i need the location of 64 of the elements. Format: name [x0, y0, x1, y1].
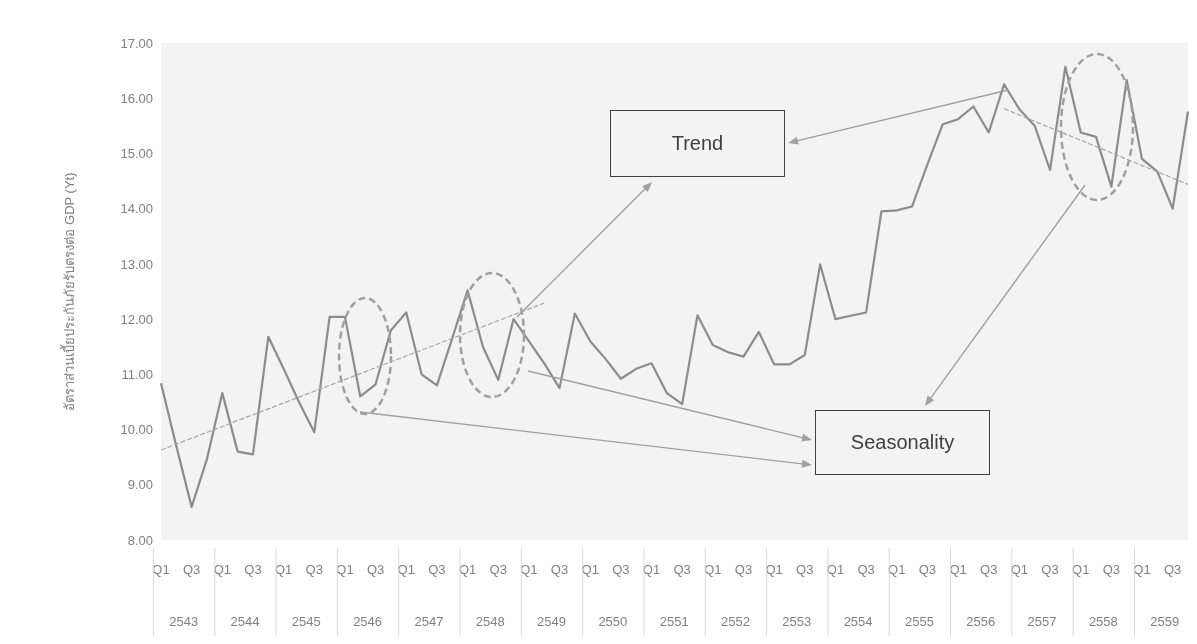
x-tick-label: Q3 [734, 562, 753, 577]
x-tick-label: Q3 [1102, 562, 1121, 577]
text: 2546 [353, 614, 383, 629]
x-tick-label: Q3 [1041, 562, 1059, 577]
x-tick-label: Q1 [704, 562, 722, 577]
y-tick-label: 11.00 [121, 366, 153, 382]
text: 2548 [475, 614, 505, 629]
x-tick-label: Q3 [796, 562, 814, 577]
x-tick-label: Q3 [918, 562, 937, 577]
text: 2558 [1088, 614, 1118, 629]
x-tick-label: Q1 [1133, 562, 1151, 577]
x-tick-label: Q3 [550, 562, 569, 577]
x-tick-label: Q1 [213, 562, 231, 577]
text: 2555 [904, 614, 934, 629]
text: 2544 [230, 614, 260, 629]
x-tick-label: Q1 [397, 562, 415, 577]
text: 2553 [782, 614, 812, 629]
x-tick-label: Q3 [305, 562, 323, 577]
y-tick-label: 15.00 [120, 146, 153, 162]
text: 2551 [659, 614, 689, 629]
x-tick-label: Q1 [765, 562, 783, 577]
x-tick-label: Q1 [1072, 562, 1090, 577]
y-tick-label: 17.00 [120, 35, 153, 51]
x-tick-label: Q3 [857, 562, 875, 577]
x-tick-label: Q3 [489, 562, 507, 577]
y-tick-label: 8.00 [127, 532, 153, 548]
annotation: Trend [610, 110, 785, 177]
x-tick-label: Q1 [520, 562, 538, 577]
annotation: Seasonality [815, 410, 990, 475]
text: 2547 [414, 614, 444, 629]
x-tick-label: Q3 [428, 562, 446, 577]
text: 2552 [721, 614, 750, 629]
x-tick-label: Q1 [888, 562, 906, 577]
x-tick-label: Q3 [1164, 562, 1182, 577]
y-tick-label: 12.00 [120, 311, 153, 327]
x-tick-label: Q1 [336, 562, 354, 577]
y-tick-label: 16.00 [120, 90, 153, 106]
x-tick-label: Q1 [274, 562, 293, 577]
text: 2556 [966, 614, 996, 629]
x-tick-label: Q1 [1010, 562, 1029, 577]
x-tick-label: Q3 [612, 562, 630, 577]
text: 2557 [1027, 614, 1057, 629]
x-tick-label: Q3 [182, 562, 201, 577]
x-tick-label: Q1 [642, 562, 661, 577]
y-tick-label: 9.00 [127, 477, 153, 493]
text: 2559 [1150, 614, 1180, 629]
y-tick-label: 14.00 [120, 201, 153, 217]
text: 2550 [598, 614, 628, 629]
text: 2545 [291, 614, 321, 629]
y-tick-label: 10.00 [120, 422, 153, 438]
x-tick-label: Q1 [826, 562, 845, 577]
x-tick-label: Q1 [458, 562, 477, 577]
text: 2554 [843, 614, 873, 629]
text: 2543 [169, 614, 199, 629]
x-tick-label: Q3 [980, 562, 998, 577]
x-tick-label: Q3 [244, 562, 262, 577]
x-tick-label: Q1 [152, 562, 170, 577]
line-series [159, 65, 1189, 508]
y-axis-title: อัตราส่วนเบี้ยประกันภัยรับตรงต่อ GDP (Yt) [60, 172, 77, 411]
x-tick-label: Q3 [673, 562, 691, 577]
x-tick-label: Q1 [581, 562, 599, 577]
x-tick-label: Q3 [366, 562, 385, 577]
text: 2549 [537, 614, 566, 629]
y-tick-label: 13.00 [120, 256, 153, 272]
